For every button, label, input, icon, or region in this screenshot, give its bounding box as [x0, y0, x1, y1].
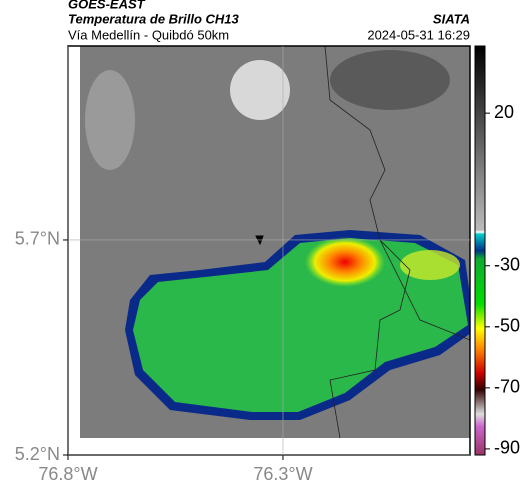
org: SIATA — [433, 11, 470, 26]
colorbar-label: 20 — [494, 102, 514, 122]
x-tick-label: 76.8°W — [38, 464, 97, 484]
colorbar-label: -70 — [494, 377, 520, 397]
subtitle: Temperatura de Brillo CH13 — [68, 11, 240, 26]
y-tick-label: 5.7°N — [15, 229, 60, 249]
y-tick-label: 5.2°N — [15, 444, 60, 464]
region: Vía Medellín - Quibdó 50km — [68, 27, 229, 42]
colorbar-label: -30 — [494, 255, 520, 275]
colorbar-label: -90 — [494, 438, 520, 458]
imagery — [80, 46, 470, 439]
datetime: 2024-05-31 16:29 — [367, 27, 470, 42]
colorbar-label: -50 — [494, 316, 520, 336]
colorbar — [474, 45, 486, 456]
title: GOES-EAST — [68, 0, 146, 11]
x-tick-label: 76.3°W — [253, 464, 312, 484]
